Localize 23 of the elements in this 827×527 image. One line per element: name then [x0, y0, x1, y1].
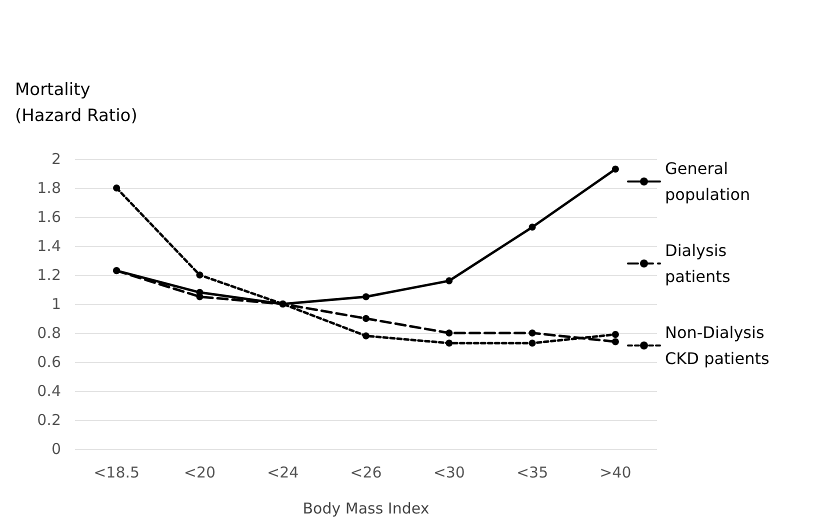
y-axis-title: Mortality (Hazard Ratio) [15, 80, 138, 126]
x-tick-label: >40 [600, 464, 632, 482]
y-tick-label: 0.2 [37, 411, 61, 429]
y-tick-label: 1.6 [37, 208, 61, 226]
legend-label: Non-Dialysis CKD patients [665, 323, 770, 368]
x-tick-label: <30 [433, 464, 465, 482]
x-tick-label: <26 [350, 464, 382, 482]
x-tick-label: <35 [516, 464, 548, 482]
y-tick-label: 0.8 [37, 324, 61, 342]
legend-label: Dialysis patients [665, 241, 730, 286]
x-tick-label: <18.5 [94, 464, 140, 482]
y-tick-label: 2 [51, 150, 61, 168]
y-tick-label: 1.4 [37, 237, 61, 255]
x-tick-label: <20 [184, 464, 216, 482]
y-tick-label: 0 [51, 440, 61, 458]
y-tick-label: 1 [51, 295, 61, 313]
legend-label: General population [665, 159, 750, 204]
x-tick-label: <24 [267, 464, 299, 482]
y-tick-label: 1.2 [37, 266, 61, 284]
y-tick-label: 1.8 [37, 179, 61, 197]
y-tick-label: 0.6 [37, 353, 61, 371]
y-tick-label: 0.4 [37, 382, 61, 400]
x-axis-title: Body Mass Index [302, 500, 430, 518]
